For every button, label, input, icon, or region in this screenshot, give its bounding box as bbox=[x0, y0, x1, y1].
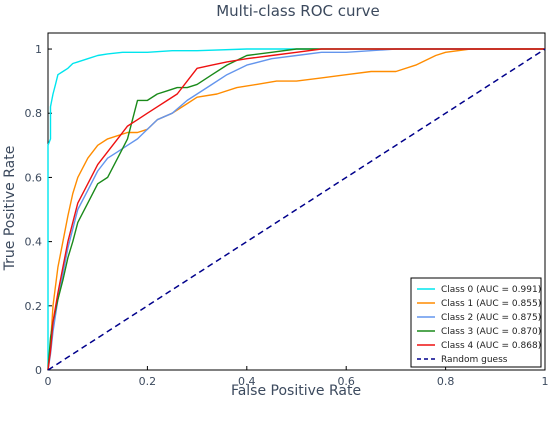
series-line-class-0 bbox=[47, 48, 545, 370]
series-layer bbox=[47, 48, 546, 371]
x-tick-label: 0.4 bbox=[238, 375, 256, 388]
x-tick-label: 0 bbox=[45, 375, 52, 388]
x-tick-label: 0.2 bbox=[139, 375, 157, 388]
axis-ticks: 0 0.2 0.4 0.6 0.8 1 0 0.2 0.4 0.6 0.8 1 bbox=[25, 43, 549, 388]
legend: Class 0 (AUC = 0.991) Class 1 (AUC = 0.85… bbox=[410, 277, 542, 368]
y-tick-label: 0.4 bbox=[25, 236, 43, 249]
x-tick-label: 1 bbox=[542, 375, 549, 388]
legend-box bbox=[410, 277, 542, 368]
legend-label-class-1: Class 1 (AUC = 0.855) bbox=[441, 299, 541, 309]
x-tick-label: 0.6 bbox=[337, 375, 355, 388]
series-line-class-4 bbox=[47, 48, 545, 371]
legend-label-random-guess: Random guess bbox=[441, 355, 508, 365]
series-line-class-3 bbox=[47, 48, 545, 371]
legend-label-class-3: Class 3 (AUC = 0.870) bbox=[441, 327, 541, 337]
legend-label-class-0: Class 0 (AUC = 0.991) bbox=[441, 285, 541, 295]
y-tick-label: 0.6 bbox=[25, 171, 43, 184]
legend-label-class-2: Class 2 (AUC = 0.875) bbox=[441, 313, 541, 323]
legend-label-class-4: Class 4 (AUC = 0.868) bbox=[441, 341, 541, 351]
x-tick-label: 0.8 bbox=[437, 375, 455, 388]
random-guess-line bbox=[47, 48, 546, 371]
chart-title: Multi-class ROC curve bbox=[216, 2, 380, 20]
y-tick-label: 1 bbox=[35, 43, 42, 56]
y-tick-label: 0 bbox=[35, 364, 42, 377]
x-axis-label: False Positive Rate bbox=[231, 383, 361, 399]
y-tick-label: 0.2 bbox=[25, 300, 43, 313]
series-line-class-2 bbox=[47, 48, 545, 371]
y-axis-label: True Positive Rate bbox=[2, 146, 18, 272]
y-tick-label: 0.8 bbox=[25, 107, 43, 120]
